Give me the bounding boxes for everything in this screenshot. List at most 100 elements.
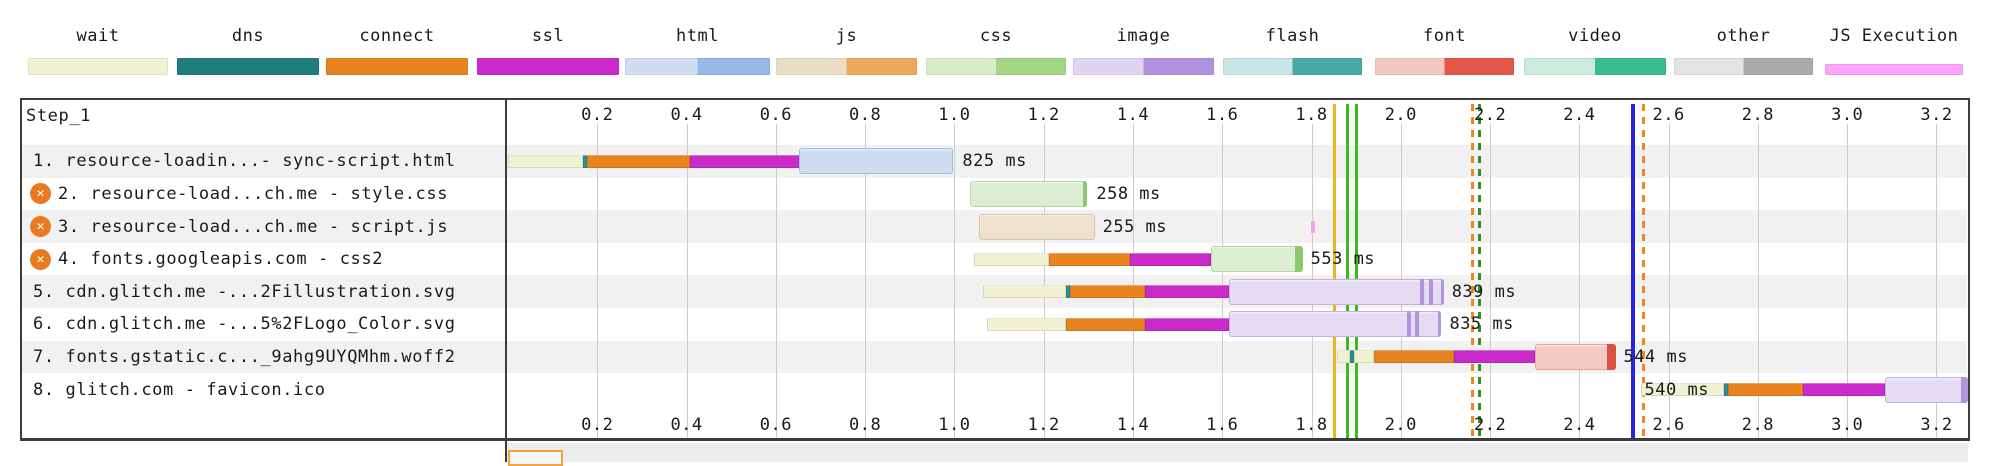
event-marker-line [1470,104,1474,438]
request-label[interactable]: 5. cdn.glitch.me -...2Fillustration.svg [33,281,456,302]
x-tick-label-top: 1.6 [1206,105,1239,125]
x-tick-label-top: 1.8 [1295,105,1328,125]
event-marker-line [1641,104,1645,438]
gridline [1936,124,1938,438]
legend-swatch-html [625,58,770,75]
duration-label: 255 ms [1102,216,1168,237]
gridline [1132,124,1134,438]
content-bar-image [1229,278,1444,305]
gridline [865,124,867,438]
request-label[interactable]: 2. resource-load...ch.me - style.css [58,183,449,204]
js-execution-tick [1310,220,1315,233]
gridline [954,124,956,438]
legend-label-font: font [1423,26,1466,46]
phase-segment-wait [973,252,1050,266]
legend-swatch-image [1073,58,1214,75]
content-bar-stripe [1428,278,1433,305]
x-tick-label-top: 1.4 [1116,105,1150,125]
request-label[interactable]: 3. resource-load...ch.me - script.js [58,216,449,237]
next-section-strip [507,443,1968,462]
step-title: Step_1 [26,106,92,126]
legend-swatch-css [926,58,1066,75]
error-icon: ✕ [30,248,51,270]
event-marker-line [1346,104,1350,438]
phase-segment-wait [508,154,583,168]
duration-label: 544 ms [1623,346,1688,367]
legend-label-image: image [1116,26,1171,46]
phase-segment-connect [586,154,690,168]
duration-label: 540 ms [1644,379,1709,400]
legend-label-flash: flash [1265,26,1320,46]
content-bar-css [1210,246,1303,273]
gridline [1043,124,1045,438]
content-bar-font [1534,343,1616,370]
gridline [686,124,688,438]
gridline [1490,124,1492,438]
x-tick-label-bottom: 0.2 [581,415,614,435]
phase-segment-dns [1065,285,1070,299]
x-tick-label-bottom: 0.4 [670,415,703,435]
content-bar-js [978,213,1095,240]
x-tick-label-bottom: 3.2 [1920,415,1953,435]
request-label[interactable]: 6. cdn.glitch.me -...5%2FLogo_Color.svg [33,314,456,335]
legend-swatch-font [1375,58,1514,75]
duration-label: 835 ms [1449,314,1514,335]
x-tick-label-bottom: 0.8 [849,415,882,435]
gridline [597,124,599,438]
x-tick-label-bottom: 3.0 [1831,415,1864,435]
legend-swatch-other [1674,58,1813,75]
content-bar-image [1884,376,1968,403]
panel-border-left [20,98,22,438]
legend-swatch-flash [1223,58,1362,75]
legend-swatch-connect [326,58,468,75]
x-tick-label-bottom: 1.8 [1295,415,1328,435]
x-tick-label-bottom: 2.0 [1384,415,1417,435]
duration-label: 553 ms [1310,249,1376,270]
duration-label: 825 ms [962,151,1027,172]
gridline [1579,124,1581,438]
legend-label-video: video [1568,26,1622,46]
duration-label: 258 ms [1096,183,1161,204]
content-bar-css [969,180,1088,207]
x-tick-label-bottom: 2.4 [1563,415,1596,435]
phase-segment-ssl [1144,317,1230,331]
legend-label-ssl: ssl [531,26,565,46]
error-icon: ✕ [30,216,51,237]
x-tick-label-bottom: 1.6 [1206,415,1239,435]
panel-border-right [1968,98,1970,438]
request-label[interactable]: 8. glitch.com - favicon.ico [33,379,326,400]
content-bar-cap [1438,311,1442,338]
phase-segment-connect [1069,285,1145,299]
phase-segment-dns [582,154,587,168]
request-label[interactable]: 7. fonts.gstatic.c..._9ahg9UYQMhm.woff2 [33,346,456,367]
content-bar-html [799,148,954,175]
panel-border-top [20,98,1970,100]
content-bar-cap [1440,278,1444,305]
phase-segment-connect [1065,317,1145,331]
gridline [1847,124,1849,438]
legend-swatch-ssl [477,58,619,75]
phase-segment-connect [1373,350,1455,364]
gridline [775,124,777,438]
event-marker-line [1478,104,1482,438]
x-tick-label-top: 2.8 [1741,105,1775,125]
phase-segment-ssl [1802,383,1885,396]
legend: wait dns connect ssl html js css image flash font… [0,0,1999,90]
event-marker-line [1354,104,1358,438]
legend-label-connect: connect [359,26,435,46]
x-tick-label-bottom: 2.6 [1652,415,1685,435]
x-tick-label-bottom: 2.8 [1741,415,1775,435]
x-tick-label-top: 0.2 [581,105,614,125]
legend-swatch-dns [177,58,319,75]
request-label[interactable]: 1. resource-loadin...- sync-script.html [33,151,456,172]
x-tick-label-bottom: 1.0 [938,415,971,435]
panel-divider [505,98,507,462]
request-label[interactable]: 4. fonts.googleapis.com - css2 [58,249,384,270]
legend-label-dns: dns [231,26,265,46]
x-tick-label-top: 1.0 [938,105,971,125]
gridline [1222,124,1224,438]
content-bar-cap [1083,180,1088,207]
legend-swatch-video [1524,58,1666,75]
phase-segment-dns [1350,350,1355,364]
x-tick-label-top: 1.2 [1027,105,1060,125]
